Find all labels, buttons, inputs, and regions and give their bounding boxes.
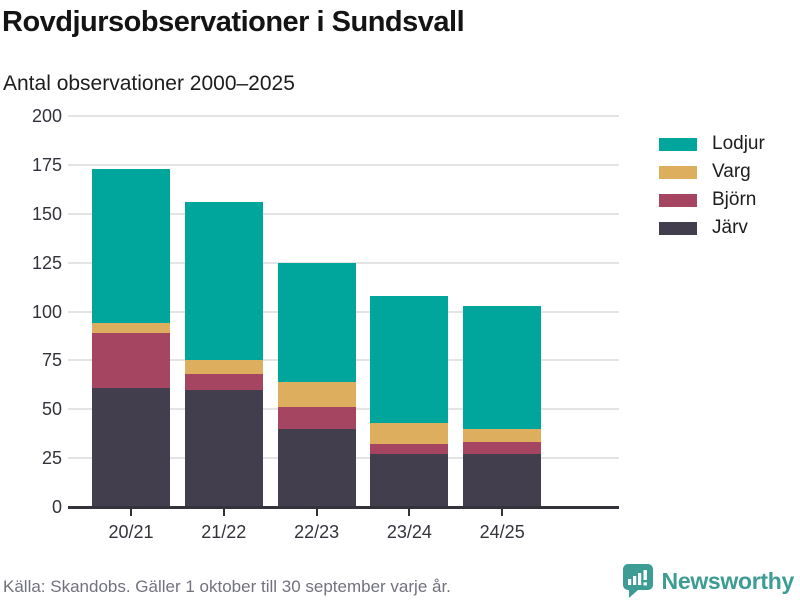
legend-label-björn: Björn (712, 189, 757, 210)
x-axis-tick (408, 509, 411, 516)
legend-swatch-lodjur (659, 137, 697, 151)
legend: Lodjur Varg Björn Järv (659, 130, 765, 242)
gridline-y150 (68, 212, 619, 215)
source-note: Källa: Skandobs. Gäller 1 oktober till 3… (3, 577, 451, 596)
legend-swatch-björn (659, 193, 697, 207)
bar-segment-22-23-varg (277, 381, 356, 408)
y-axis-tick-label: 200 (31, 106, 62, 126)
bar-segment-23-24-lodjur (370, 295, 449, 423)
y-axis-tick-label: 25 (41, 448, 62, 469)
bar-segment-21-22-varg (184, 360, 263, 375)
bar-segment-21-22-järv (184, 389, 263, 507)
bar-segment-24-25-lodjur (463, 305, 542, 429)
y-axis-tick-label: 125 (31, 252, 62, 273)
bar-segment-24-25-varg (463, 428, 542, 443)
bar-segment-21-22-lodjur (184, 202, 263, 361)
bar-segment-23-24-varg (370, 422, 449, 445)
y-axis-tick-label: 100 (31, 301, 62, 322)
bar-segment-23-24-järv (370, 454, 449, 507)
legend-label-lodjur: Lodjur (712, 133, 765, 154)
bar-segment-24-25-järv (463, 454, 542, 507)
bar-segment-22-23-björn (277, 407, 356, 429)
x-axis-tick-label: 24/25 (479, 522, 525, 542)
y-axis-tick-label: 75 (41, 350, 62, 371)
x-axis-line (68, 506, 619, 509)
x-axis-tick-label: 20/21 (108, 522, 154, 542)
y-axis-tick-label: 150 (31, 203, 62, 224)
bar-segment-20-21-varg (92, 323, 170, 333)
legend-item-björn: Björn (659, 186, 765, 214)
legend-swatch-varg (659, 165, 697, 179)
bar-segment-22-23-lodjur (277, 262, 356, 382)
x-axis-tick-label: 21/22 (201, 522, 247, 542)
legend-item-järv: Järv (659, 214, 765, 242)
y-axis-tick-label: 175 (31, 154, 62, 175)
x-axis-tick (130, 509, 132, 516)
legend-label-järv: Järv (712, 217, 748, 238)
bar-segment-20-21-lodjur (92, 168, 170, 324)
legend-label-varg: Varg (712, 161, 751, 182)
legend-swatch-järv (659, 221, 697, 235)
bar-segment-22-23-järv (277, 428, 356, 507)
x-axis-tick (501, 509, 504, 516)
x-axis-tick-label: 23/24 (386, 522, 432, 542)
chart-title: Rovdjursobservationer i Sundsvall (2, 6, 465, 38)
legend-item-lodjur: Lodjur (659, 130, 765, 158)
chart-subtitle: Antal observationer 2000–2025 (3, 72, 295, 95)
x-axis-tick (315, 509, 318, 516)
y-axis-tick-label: 0 (51, 497, 62, 517)
brand-logo: Newsworthy (621, 563, 794, 599)
gridline-y175 (68, 163, 619, 166)
gridline-y200 (68, 115, 619, 117)
x-axis-tick-label: 22/23 (294, 522, 340, 542)
bar-segment-24-25-björn (463, 442, 542, 455)
bar-segment-21-22-björn (184, 374, 263, 390)
newsworthy-bubble-chart-icon (621, 563, 655, 599)
x-axis-tick (222, 509, 225, 516)
legend-item-varg: Varg (659, 158, 765, 186)
y-axis-tick-label: 50 (41, 399, 62, 420)
brand-name: Newsworthy (661, 567, 795, 594)
bar-segment-20-21-björn (92, 333, 170, 388)
bar-segment-20-21-järv (92, 387, 170, 507)
bar-segment-23-24-björn (370, 444, 449, 455)
